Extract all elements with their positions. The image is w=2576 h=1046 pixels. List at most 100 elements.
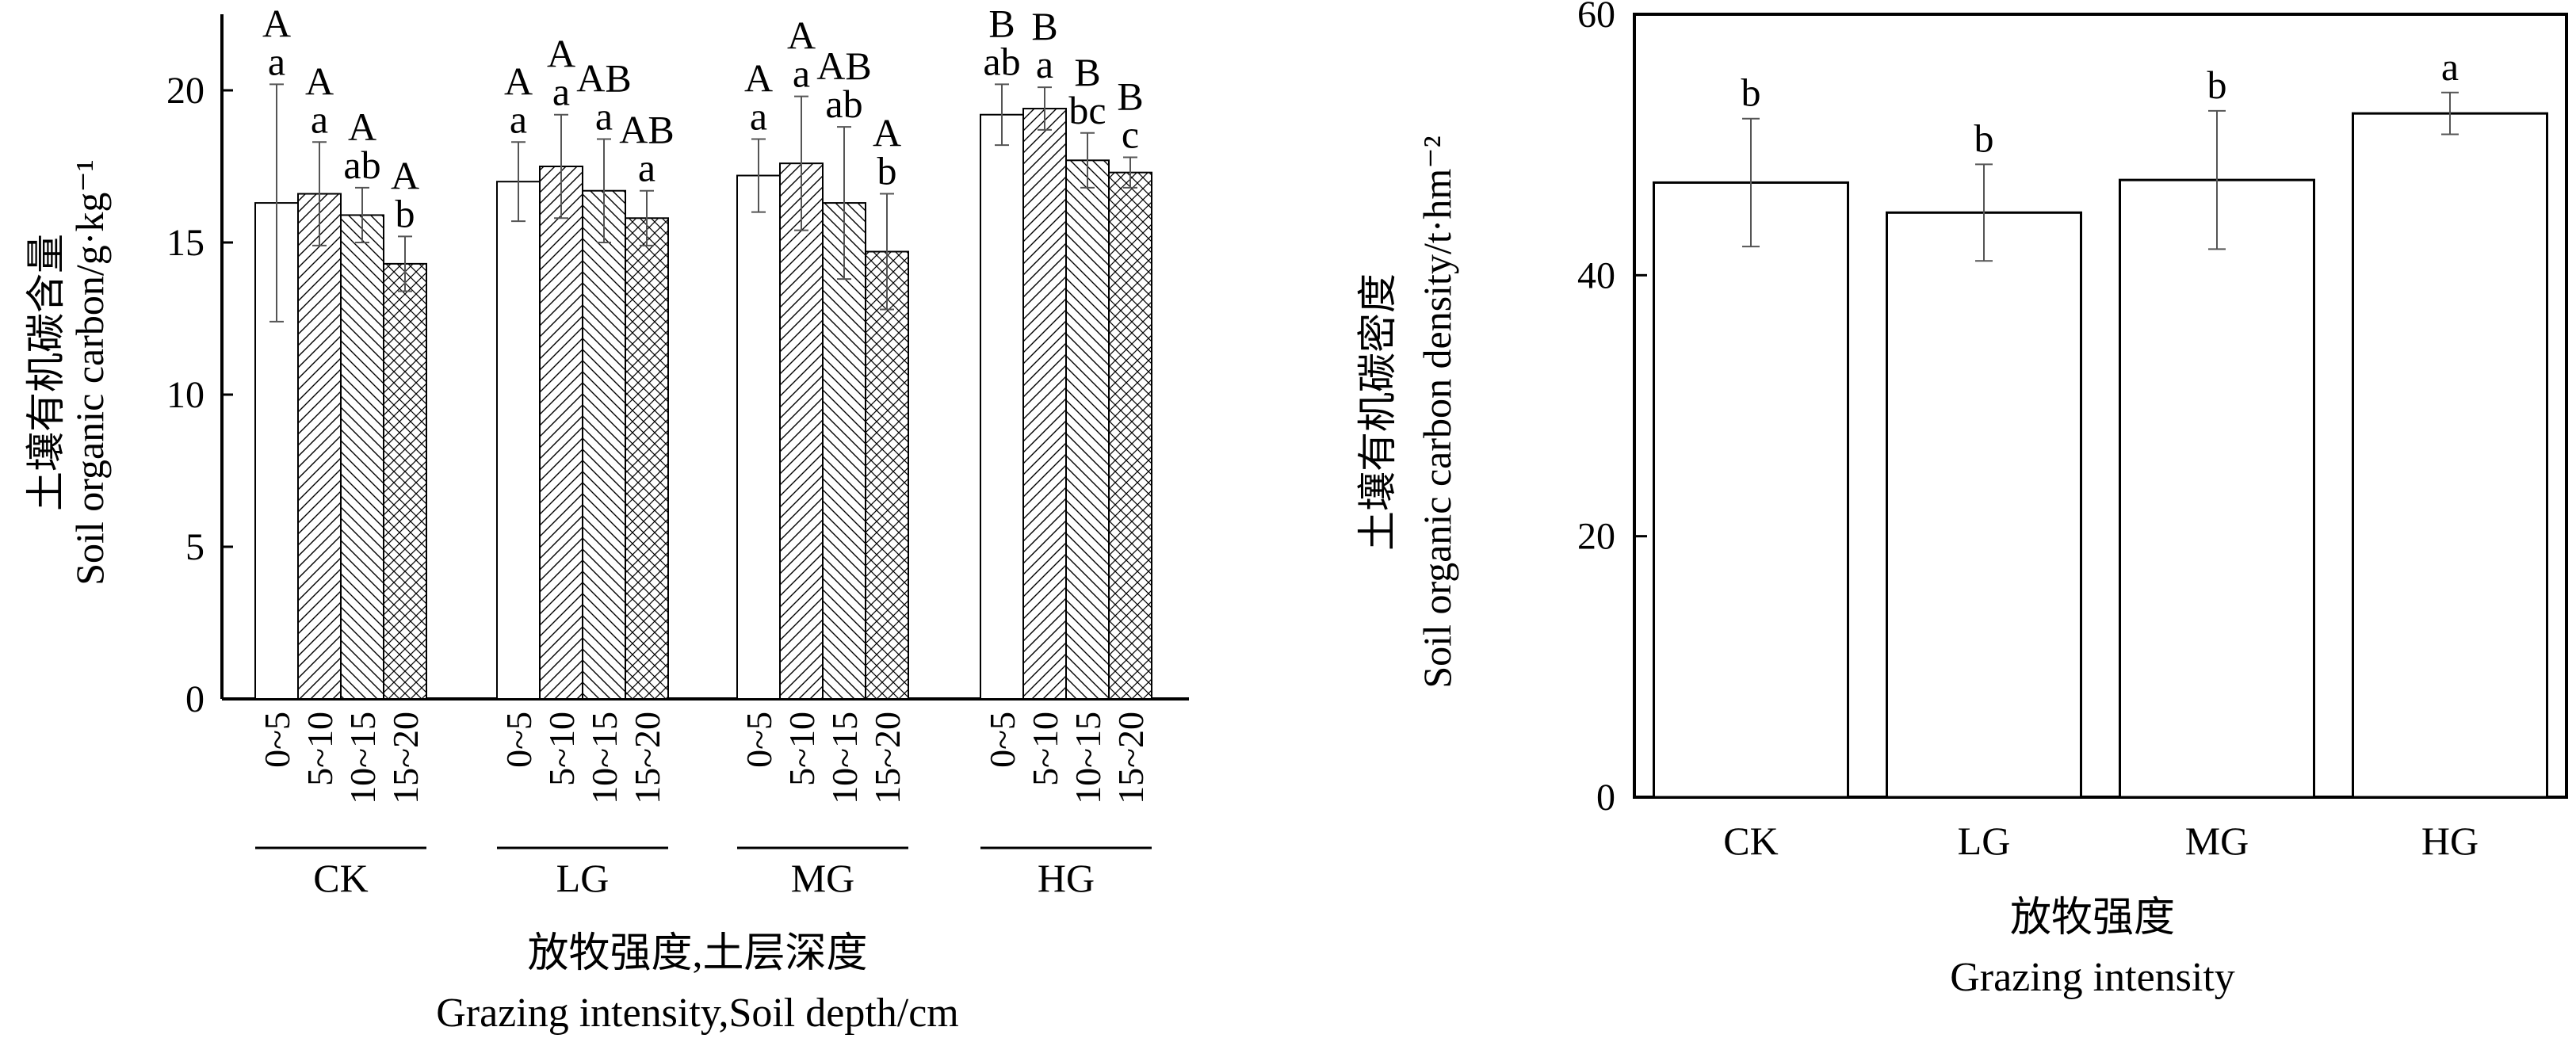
chart1-bar (980, 113, 1024, 701)
chart2-bar (1886, 211, 2082, 799)
chart1-upper-letter: B (1031, 4, 1057, 48)
chart1-lower-letter: bc (1068, 88, 1106, 132)
chart1-upper-letter: B (988, 1, 1015, 45)
chart2-y-tick-label: 0 (1596, 777, 1615, 819)
chart1-upper-letter: B (1074, 50, 1100, 94)
chart1-upper-letter: AB (816, 44, 871, 88)
chart2-frame (1633, 13, 2568, 799)
chart2-category-label: LG (1958, 819, 2011, 863)
chart1-upper-letter: A (744, 55, 773, 100)
chart1-lower-letter: a (793, 52, 810, 96)
chart2-category-label: HG (2421, 819, 2479, 863)
chart1-depth-label: 5~10 (300, 712, 340, 786)
chart1-bar (822, 202, 866, 700)
chart1-lower-letter: a (510, 97, 527, 141)
chart1-y-tick-label: 0 (185, 678, 204, 720)
chart2-letter: a (2441, 44, 2459, 89)
chart1-depth-label: 0~5 (982, 712, 1022, 768)
chart1-depth-label: 10~15 (584, 712, 625, 804)
chart2-bar (2119, 178, 2315, 799)
chart1-bar (779, 162, 824, 701)
chart1-upper-letter: A (547, 32, 575, 76)
chart1-bar (1065, 159, 1110, 700)
chart1-lower-letter: a (552, 70, 570, 114)
chart2-xlabel-cn: 放牧强度 (2010, 895, 2175, 941)
chart1-lower-letter: b (396, 191, 415, 235)
chart1-upper-letter: AB (619, 108, 674, 152)
chart1-upper-letter: AB (576, 55, 631, 100)
chart1-depth-label: 5~10 (782, 712, 822, 786)
chart1-upper-letter: A (348, 105, 376, 149)
chart2-category-label: CK (1723, 819, 1778, 863)
chart1-lower-letter: ab (983, 39, 1020, 83)
chart1-bar (383, 262, 427, 700)
chart2-ylabel-cn: 土壤有机碳密度 (1355, 273, 1400, 551)
chart1-xlabel-cn: 放牧强度,土层深度 (527, 931, 867, 976)
chart1-lower-letter: c (1122, 112, 1139, 156)
chart2-ylabel-en: Soil organic carbon density/t·hm⁻² (1415, 136, 1459, 688)
chart1-bar (625, 217, 669, 700)
chart1-group-label: LG (556, 856, 610, 900)
chart1-lower-letter: ab (825, 82, 862, 126)
chart1-y-tick-label: 20 (166, 70, 204, 112)
chart1-lower-letter: b (877, 149, 897, 193)
chart-soil-organic-carbon-density: 0 20 40 60 b CK b LG b MG a HG 土壤有机碳密度 Soil organi… (1355, 0, 2568, 1000)
chart1-bar (496, 181, 541, 700)
chart1-bars (254, 83, 1152, 701)
chart2-bar (2352, 112, 2548, 799)
chart1-depth-label: 15~20 (385, 712, 426, 804)
chart1-bar (582, 189, 626, 701)
chart2-category-label: MG (2185, 819, 2249, 863)
chart2-bar (1653, 181, 1849, 799)
chart1-depth-label: 10~15 (1068, 712, 1108, 804)
chart1-y-tick-label: 15 (166, 222, 204, 264)
chart1-depth-label: 5~10 (541, 712, 582, 786)
chart1-upper-letter: B (1117, 74, 1143, 118)
chart1-bar (539, 166, 583, 700)
chart1-upper-letter: A (504, 59, 533, 103)
chart1-upper-letter: A (787, 13, 816, 58)
chart1-upper-letter: A (391, 153, 419, 197)
chart2-y-tick-label: 60 (1577, 0, 1615, 36)
chart2-y-tick-label: 40 (1577, 254, 1615, 296)
chart2-labels: b CK b LG b MG a HG (1723, 44, 2479, 863)
chart1-upper-letter: A (305, 59, 334, 103)
chart1-depth-label: 10~15 (824, 712, 865, 804)
chart1-depth-label: 0~5 (739, 712, 779, 768)
chart1-bar (1022, 108, 1067, 701)
chart1-labels: aA0~5aA5~10abA10~15bA15~20CKaA0~5aA5~10a… (257, 1, 1151, 900)
chart1-lower-letter: a (268, 39, 285, 83)
chart1-xlabel-en: Grazing intensity,Soil depth/cm (436, 991, 959, 1036)
chart1-y-tick-label: 10 (166, 374, 204, 416)
chart1-upper-letter: A (873, 111, 901, 155)
chart1-group-label: CK (313, 856, 368, 900)
chart1-group-label: MG (791, 856, 855, 900)
chart2-y-tick-label: 20 (1577, 516, 1615, 558)
chart1-y-tick-label: 5 (185, 526, 204, 568)
chart1-bar (297, 193, 342, 700)
chart1-depth-label: 0~5 (499, 712, 539, 768)
chart2-letter: b (1974, 116, 1994, 160)
chart1-lower-letter: a (311, 97, 328, 141)
chart1-bar (340, 214, 384, 700)
chart1-lower-letter: a (750, 94, 767, 138)
chart1-lower-letter: a (595, 94, 613, 138)
chart1-depth-label: 15~20 (867, 712, 908, 804)
chart2-xlabel-en: Grazing intensity (1950, 955, 2235, 1000)
chart1-group-label: HG (1038, 856, 1095, 900)
chart1-ylabel-en: Soil organic carbon/g·kg⁻¹ (67, 159, 112, 586)
chart1-upper-letter: A (262, 1, 291, 45)
chart1-bar (736, 174, 781, 700)
chart1-lower-letter: a (1036, 42, 1053, 86)
chart1-depth-label: 0~5 (257, 712, 297, 768)
chart1-lower-letter: a (638, 146, 655, 190)
chart1-bar (1108, 171, 1152, 700)
chart2-letter: b (1741, 71, 1761, 115)
chart1-depth-label: 5~10 (1025, 712, 1065, 786)
chart1-depth-label: 15~20 (627, 712, 667, 804)
chart1-lower-letter: ab (343, 143, 380, 187)
chart1-depth-label: 10~15 (342, 712, 383, 804)
chart2-bars (1653, 91, 2548, 799)
